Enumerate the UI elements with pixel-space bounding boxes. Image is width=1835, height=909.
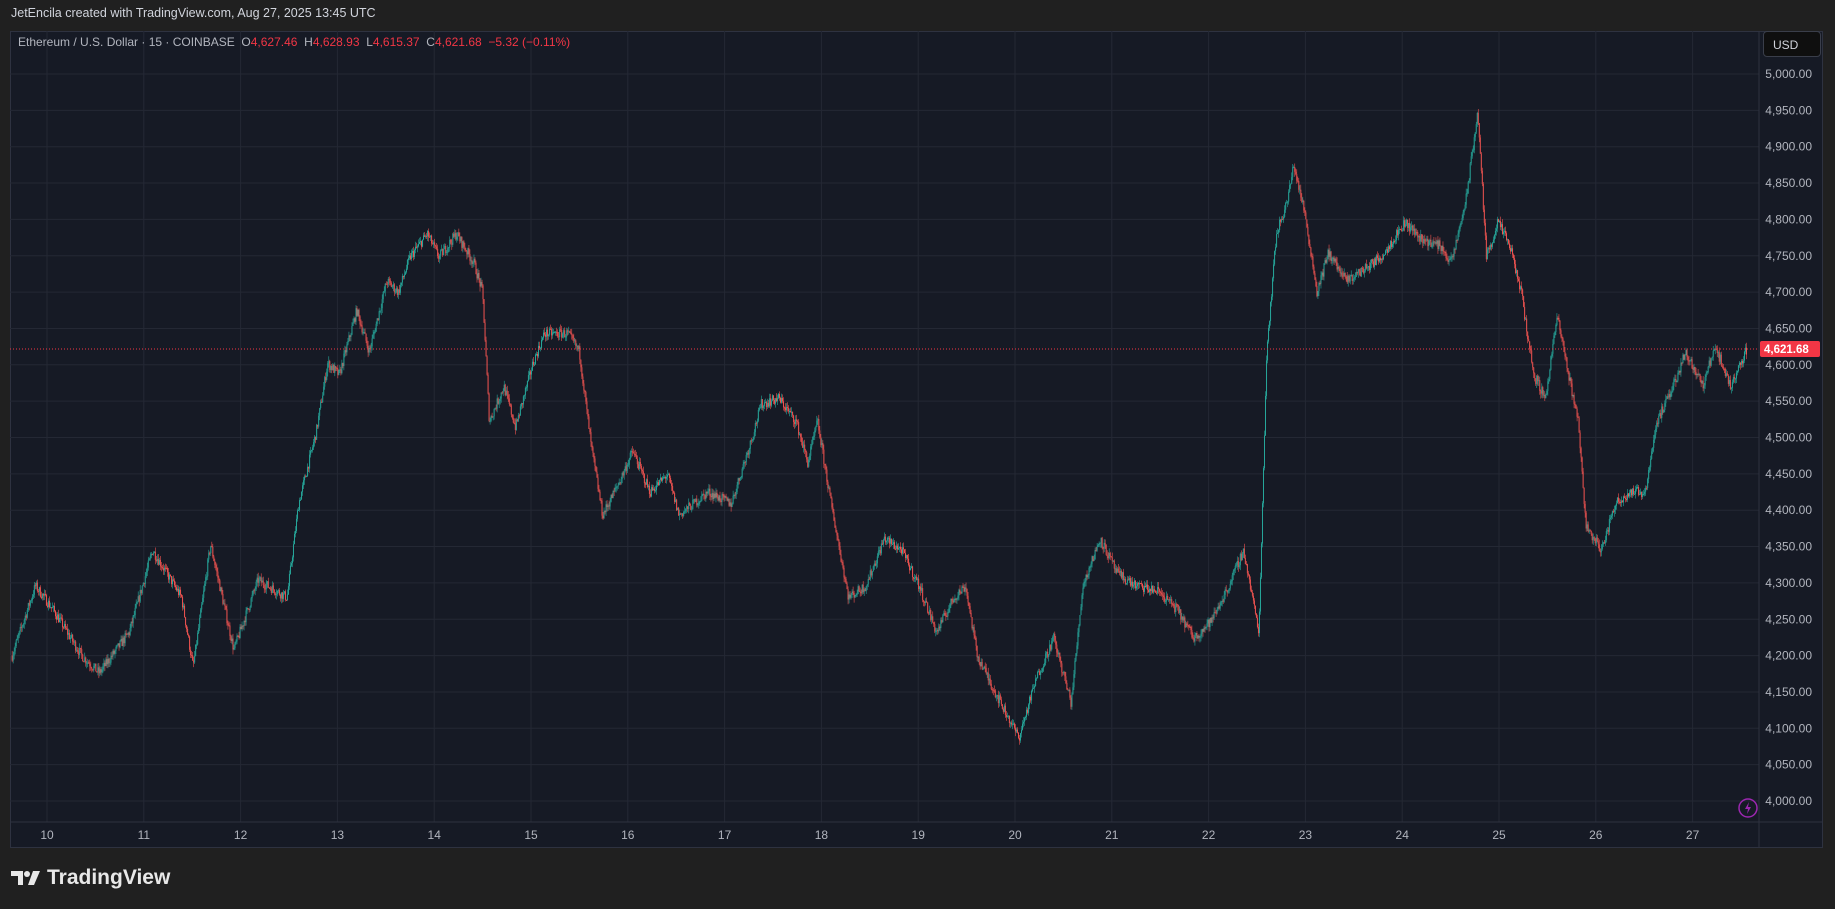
grid-lines: [10, 31, 1759, 822]
chart-pane[interactable]: [10, 31, 1823, 848]
chart-credit: JetEncila created with TradingView.com, …: [11, 6, 376, 20]
candles: [11, 109, 1747, 745]
